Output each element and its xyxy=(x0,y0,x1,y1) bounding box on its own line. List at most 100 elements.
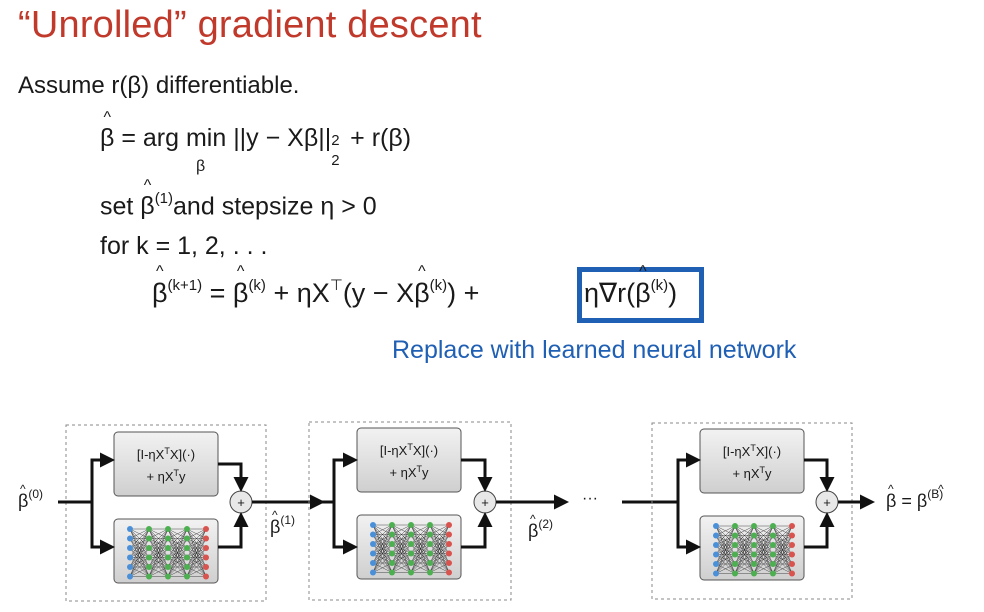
nn-node xyxy=(408,541,414,547)
nn-node xyxy=(427,522,433,528)
nn-node xyxy=(370,541,376,547)
nn-node xyxy=(203,554,209,561)
nn-node xyxy=(713,523,719,529)
nn-node xyxy=(184,554,190,561)
update-lhs-beta: β xyxy=(152,264,168,309)
nn-node xyxy=(789,542,795,548)
nn-node xyxy=(127,535,133,542)
nn-node xyxy=(165,545,171,551)
sum-1-symbol: + xyxy=(237,495,245,510)
init-index: (1) xyxy=(154,190,174,207)
linear-block-2 xyxy=(356,427,462,493)
nn-node xyxy=(146,554,152,561)
nn-node xyxy=(389,550,395,557)
linear-block-1-line1: [I-ηXTX](·) xyxy=(137,446,195,462)
nn-node xyxy=(146,545,152,551)
nn-node xyxy=(203,535,209,542)
loop-line: for k = 1, 2, . . . xyxy=(100,232,268,260)
nn-node xyxy=(370,550,376,557)
nn-node xyxy=(732,561,738,567)
nn-node xyxy=(446,531,452,538)
nn-node xyxy=(751,542,757,548)
output-hat-1: ^ xyxy=(888,482,894,496)
input-hat: ^ xyxy=(20,482,26,496)
stage-b-frame xyxy=(651,422,853,600)
nn-node xyxy=(732,523,738,529)
nn-node xyxy=(713,542,719,548)
stage-b: [I-ηXTX](·) + ηXTy + xyxy=(651,422,853,600)
unrolled-diagram: [I-ηXTX](·) + ηXTy + β(0) ^ β(1) ^ [I-ηX… xyxy=(18,421,944,602)
nn-node xyxy=(203,564,209,570)
nn-node xyxy=(427,560,433,566)
nn-node xyxy=(751,551,757,558)
nn-node xyxy=(751,570,757,577)
objective-equation: β = arg min ||y − Xβ||2 2 + r(β) xyxy=(100,110,412,169)
nn-node xyxy=(146,564,152,570)
linear-block-b-line2: + ηXTy xyxy=(732,465,772,481)
mid-1-hat: ^ xyxy=(272,508,278,522)
nn-node xyxy=(184,526,190,532)
nn-node xyxy=(146,573,152,580)
nn-node xyxy=(146,535,152,542)
nn-node xyxy=(713,561,719,567)
linear-block-1-line2: + ηXTy xyxy=(146,468,186,484)
nn-node xyxy=(732,551,738,558)
nn-node xyxy=(389,541,395,547)
nn-node xyxy=(789,561,795,567)
nn-node xyxy=(127,573,133,580)
stage-2: [I-ηXTX](·) + ηXTy + xyxy=(308,421,512,601)
nn-node xyxy=(389,531,395,538)
nn-node xyxy=(408,569,414,576)
nn-graph-2 xyxy=(370,522,452,576)
nn-node xyxy=(165,573,171,580)
update-equals: = xyxy=(202,278,233,308)
nn-node xyxy=(370,531,376,538)
nn-node xyxy=(427,541,433,547)
boxed-gradient-term: η∇r(β(k)) xyxy=(584,264,677,309)
beta-hat: β xyxy=(100,110,115,153)
nn-node xyxy=(389,569,395,576)
nn-node xyxy=(408,550,414,557)
nn-node xyxy=(713,570,719,577)
nn-node xyxy=(370,569,376,576)
nn-node xyxy=(713,551,719,558)
update-paren: (y − X xyxy=(342,278,415,308)
nn-node xyxy=(427,569,433,576)
nn-node xyxy=(770,523,776,529)
nn-node xyxy=(751,532,757,539)
nn-node xyxy=(389,522,395,528)
nn-node xyxy=(408,531,414,538)
boxed-prefix: η∇r( xyxy=(584,278,636,308)
nn-node xyxy=(770,542,776,548)
nn-node xyxy=(184,535,190,542)
nn-node xyxy=(165,535,171,542)
update-lhs-index: (k+1) xyxy=(167,277,203,294)
nn-node xyxy=(789,523,795,529)
annotation-text: Replace with learned neural network xyxy=(392,336,797,364)
nn-node xyxy=(427,550,433,557)
update-beta-k: β xyxy=(233,264,249,309)
nn-node xyxy=(127,545,133,551)
init-beta: β xyxy=(140,178,155,221)
nn-node xyxy=(770,570,776,577)
nn-node xyxy=(165,554,171,561)
nn-node xyxy=(127,564,133,570)
nn-node xyxy=(203,526,209,532)
boxed-index: (k) xyxy=(650,277,669,294)
sum-2-symbol: + xyxy=(481,495,489,510)
objective-tail: + r(β) xyxy=(343,124,412,152)
slide-title: “Unrolled” gradient descent xyxy=(18,4,482,46)
nn-node xyxy=(732,542,738,548)
nn-node xyxy=(732,532,738,539)
assumption-text: Assume r(β) differentiable. xyxy=(18,72,300,99)
update-close-plus: ) + xyxy=(447,278,480,308)
nn-node xyxy=(713,532,719,539)
nn-node xyxy=(446,541,452,547)
transpose-symbol: ⊤ xyxy=(329,277,343,294)
nn-graph-b xyxy=(713,523,795,577)
nn-node xyxy=(370,522,376,528)
linear-block-2-line1: [I-ηXTX](·) xyxy=(380,442,438,458)
stage-1-frame xyxy=(65,424,267,602)
init-step: set β(1)and stepsize η > 0 xyxy=(100,178,377,221)
mid-label-2: β(2) xyxy=(528,517,553,541)
